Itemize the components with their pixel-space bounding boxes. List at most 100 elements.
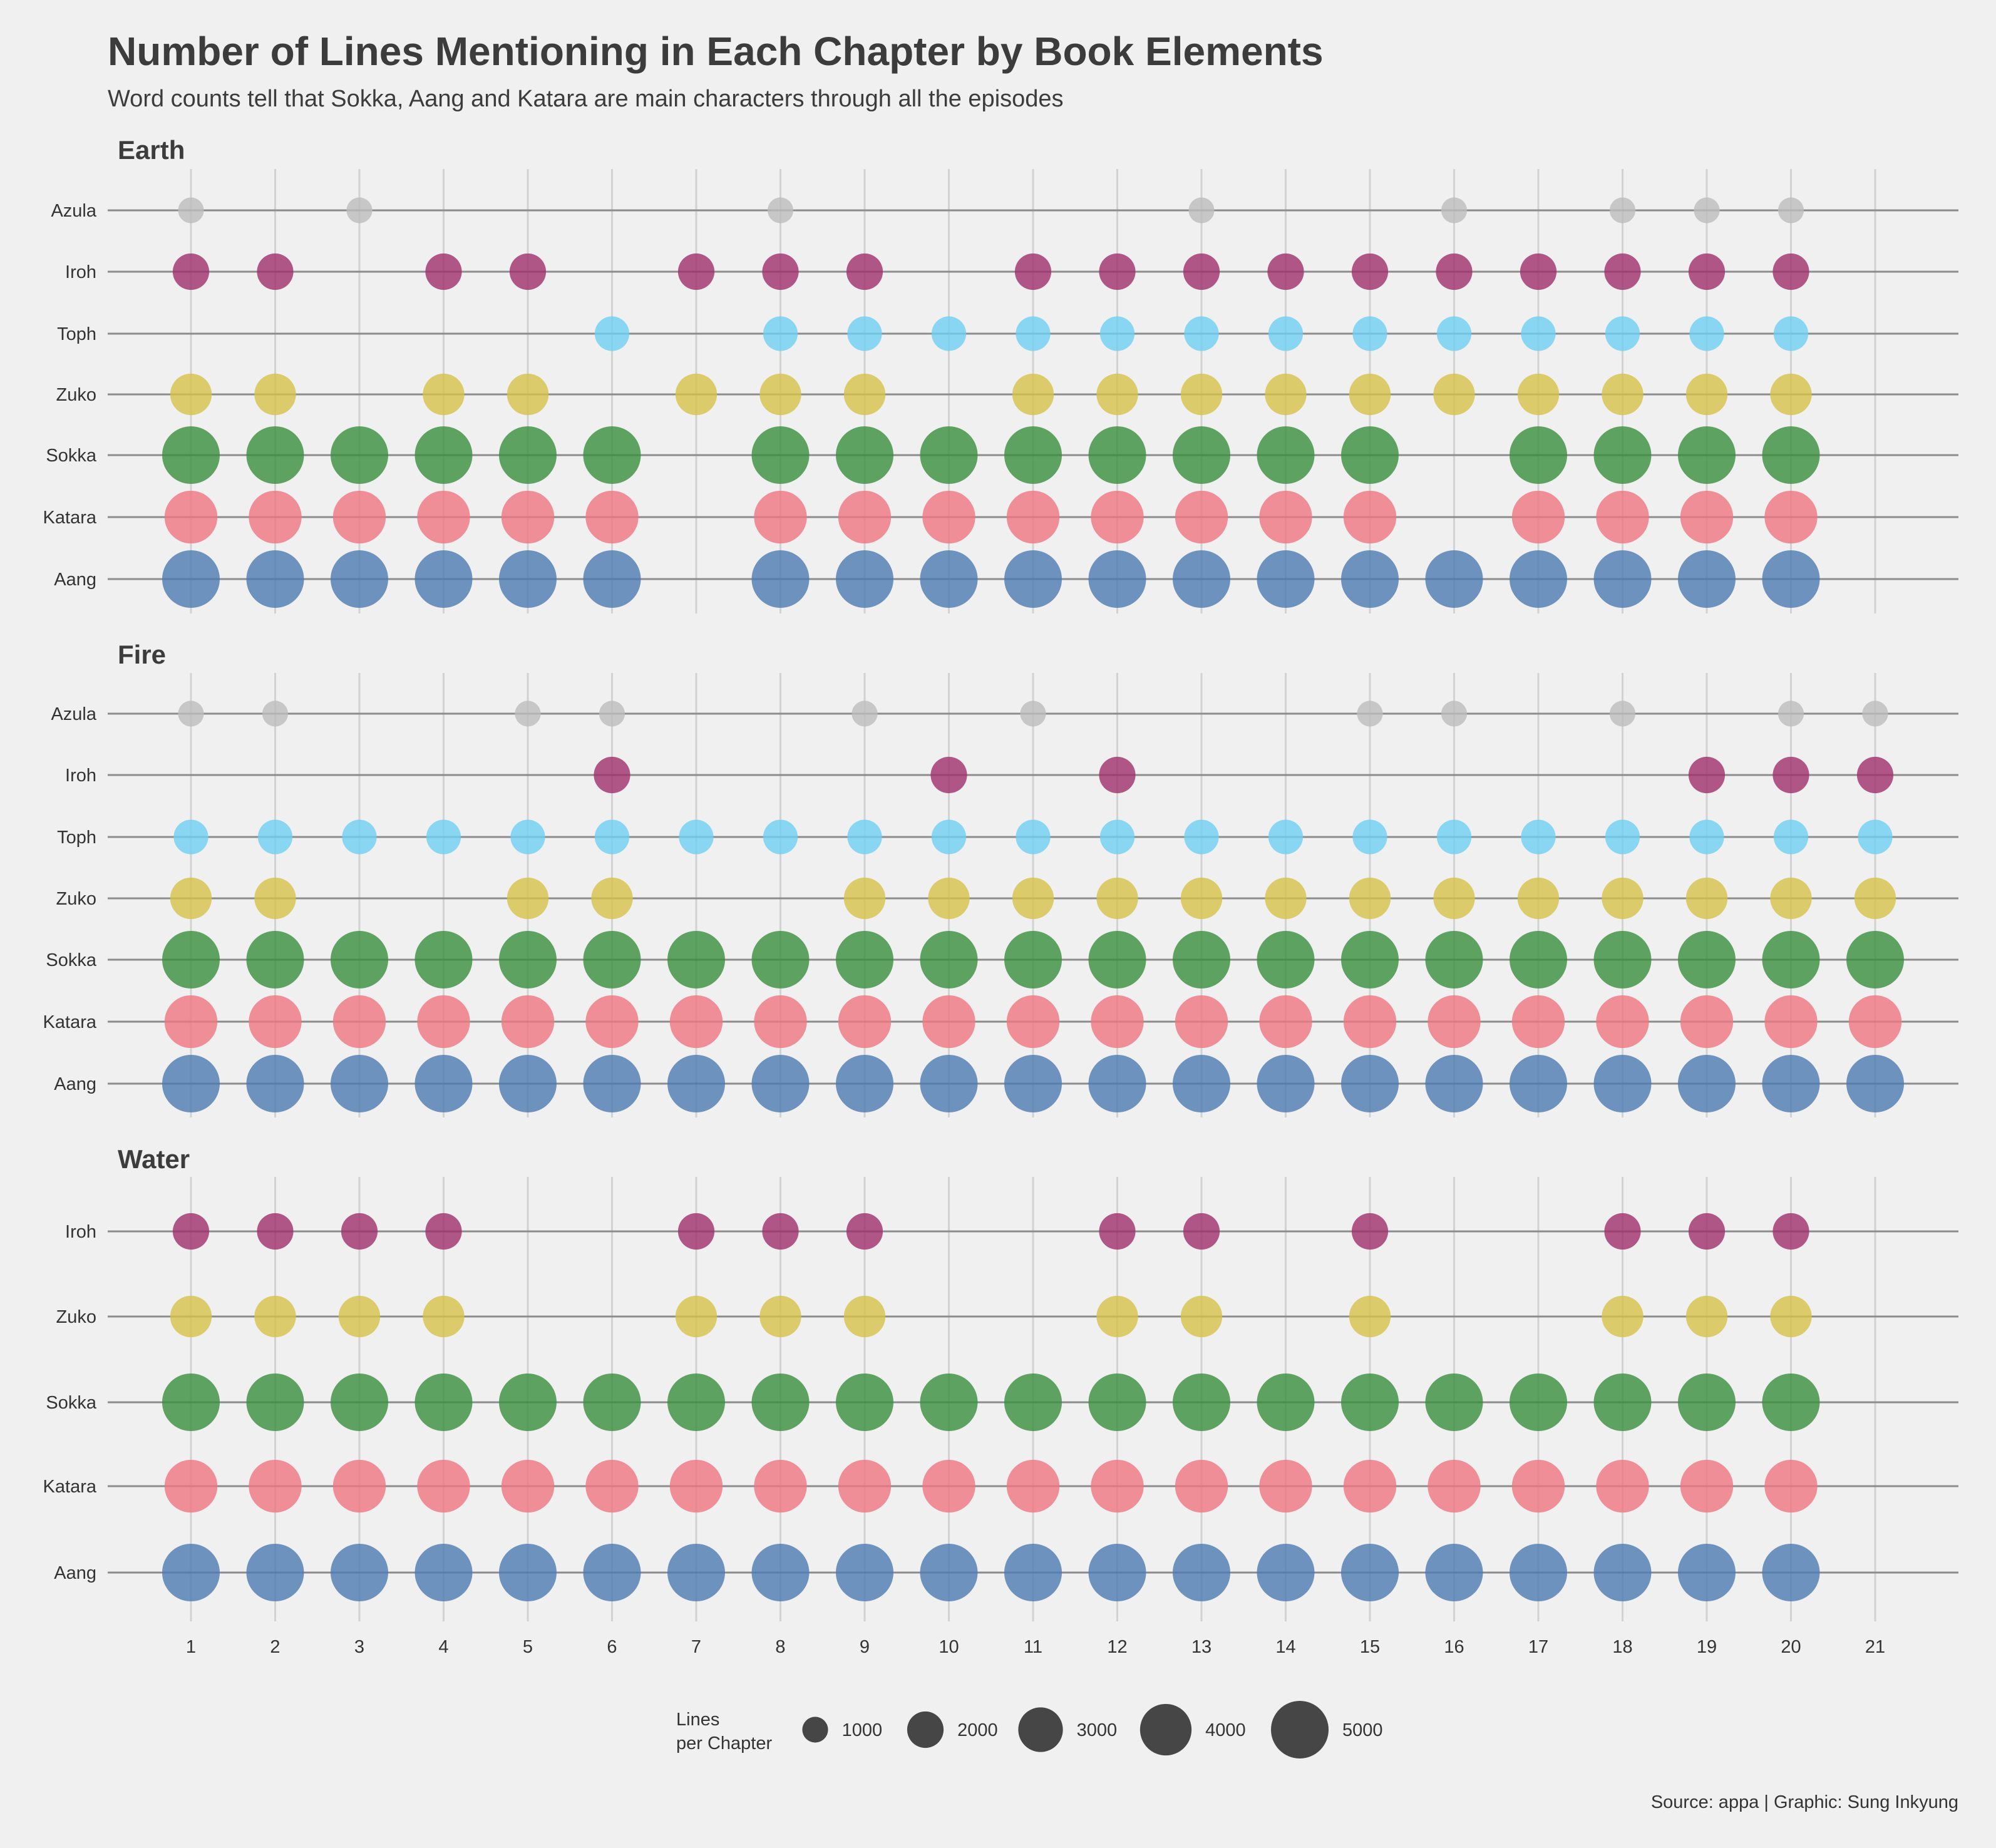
bubble-iroh	[1183, 253, 1220, 290]
bubble-katara	[1006, 1459, 1060, 1513]
bubble-toph	[1099, 316, 1135, 351]
y-tick-label: Aang	[54, 1074, 96, 1094]
facet-title: Earth	[118, 135, 185, 165]
bubble-aang	[414, 1544, 473, 1601]
bubble-katara	[1428, 1459, 1481, 1513]
bubble-aang	[1425, 1055, 1483, 1112]
bubble-aang	[920, 550, 978, 608]
bubble-toph	[1858, 819, 1893, 855]
legend-key-label: 2000	[957, 1720, 998, 1740]
bubble-azula	[1694, 197, 1720, 223]
bubble-sokka	[836, 931, 893, 988]
x-tick-label: 6	[607, 1637, 617, 1657]
bubble-sokka	[1593, 426, 1652, 484]
bubble-sokka	[751, 426, 810, 484]
bubble-toph	[847, 316, 882, 351]
x-tick-label: 10	[939, 1637, 959, 1657]
bubble-katara	[1343, 1459, 1397, 1513]
x-tick-label: 5	[523, 1637, 533, 1657]
bubble-toph	[426, 819, 461, 855]
bubble-aang	[751, 550, 810, 608]
bubble-zuko	[675, 1295, 718, 1338]
bubble-toph	[1605, 819, 1640, 855]
x-tick-label: 21	[1865, 1637, 1885, 1657]
bubble-iroh	[1099, 1213, 1136, 1250]
bubble-sokka	[751, 1373, 810, 1431]
bubble-iroh	[341, 1213, 378, 1250]
bubble-katara	[922, 1459, 975, 1513]
legend-key-circle	[802, 1717, 828, 1743]
bubble-iroh	[677, 1213, 715, 1250]
bubble-katara	[1428, 995, 1481, 1049]
bubble-katara	[1511, 995, 1565, 1049]
bubble-aang	[246, 550, 304, 608]
bubble-aang	[1341, 1055, 1399, 1112]
facet-title: Fire	[118, 640, 166, 669]
bubble-sokka	[414, 931, 473, 988]
bubble-katara	[417, 995, 470, 1049]
bubble-aang	[836, 1544, 893, 1601]
bubble-katara	[1511, 490, 1565, 544]
bubble-zuko	[675, 373, 718, 416]
bubble-zuko	[843, 373, 886, 416]
bubble-azula	[1441, 701, 1468, 727]
bubble-iroh	[677, 253, 715, 290]
y-tick-label: Iroh	[65, 766, 96, 786]
bubble-azula	[515, 701, 541, 727]
bubble-aang	[1341, 550, 1399, 608]
bubble-aang	[499, 550, 557, 608]
bubble-sokka	[1846, 931, 1904, 988]
bubble-azula	[178, 197, 204, 223]
bubble-sokka	[1510, 931, 1567, 988]
x-tick-label: 14	[1275, 1637, 1295, 1657]
bubble-katara	[1764, 490, 1818, 544]
bubble-aang	[1257, 1544, 1315, 1601]
bubble-katara	[501, 490, 555, 544]
bubble-sokka	[1678, 931, 1736, 988]
legend-key-label: 1000	[842, 1720, 883, 1740]
bubble-azula	[178, 701, 204, 727]
bubble-sokka	[1173, 931, 1230, 988]
bubble-zuko	[170, 373, 212, 416]
bubble-iroh	[425, 253, 462, 290]
bubble-katara	[1343, 995, 1397, 1049]
bubble-aang	[583, 1055, 641, 1112]
bubble-iroh	[257, 1213, 294, 1250]
x-tick-label: 18	[1612, 1637, 1632, 1657]
bubble-sokka	[1762, 426, 1820, 484]
bubble-iroh	[1688, 253, 1726, 290]
y-tick-label: Iroh	[65, 1222, 96, 1242]
bubble-katara	[1259, 995, 1312, 1049]
bubble-zuko	[170, 877, 212, 920]
bubble-zuko	[1096, 1295, 1138, 1338]
bubble-zuko	[928, 877, 970, 920]
legend-key-circle	[1271, 1701, 1329, 1758]
bubble-katara	[249, 995, 302, 1049]
bubble-zuko	[759, 373, 801, 416]
bubble-zuko	[254, 1295, 296, 1338]
bubble-iroh	[846, 1213, 883, 1250]
bubble-sokka	[1173, 426, 1230, 484]
bubble-azula	[1188, 197, 1215, 223]
bubble-iroh	[1436, 253, 1473, 290]
bubble-katara	[922, 995, 975, 1049]
y-tick-label: Zuko	[56, 385, 96, 405]
bubble-azula	[1020, 701, 1046, 727]
bubble-iroh	[1688, 756, 1726, 794]
bubble-katara	[922, 490, 975, 544]
bubble-sokka	[667, 931, 725, 988]
bubble-sokka	[583, 426, 641, 484]
bubble-katara	[1596, 995, 1649, 1049]
bubble-katara	[1764, 995, 1818, 1049]
bubble-toph	[1016, 316, 1051, 351]
bubble-zuko	[507, 373, 549, 416]
bubble-sokka	[920, 426, 978, 484]
bubble-sokka	[1510, 1373, 1567, 1431]
bubble-sokka	[1425, 931, 1483, 988]
y-tick-label: Azula	[51, 201, 96, 221]
bubble-sokka	[246, 1373, 304, 1431]
bubble-katara	[754, 1459, 807, 1513]
bubble-katara	[1848, 995, 1902, 1049]
bubble-toph	[1352, 316, 1387, 351]
